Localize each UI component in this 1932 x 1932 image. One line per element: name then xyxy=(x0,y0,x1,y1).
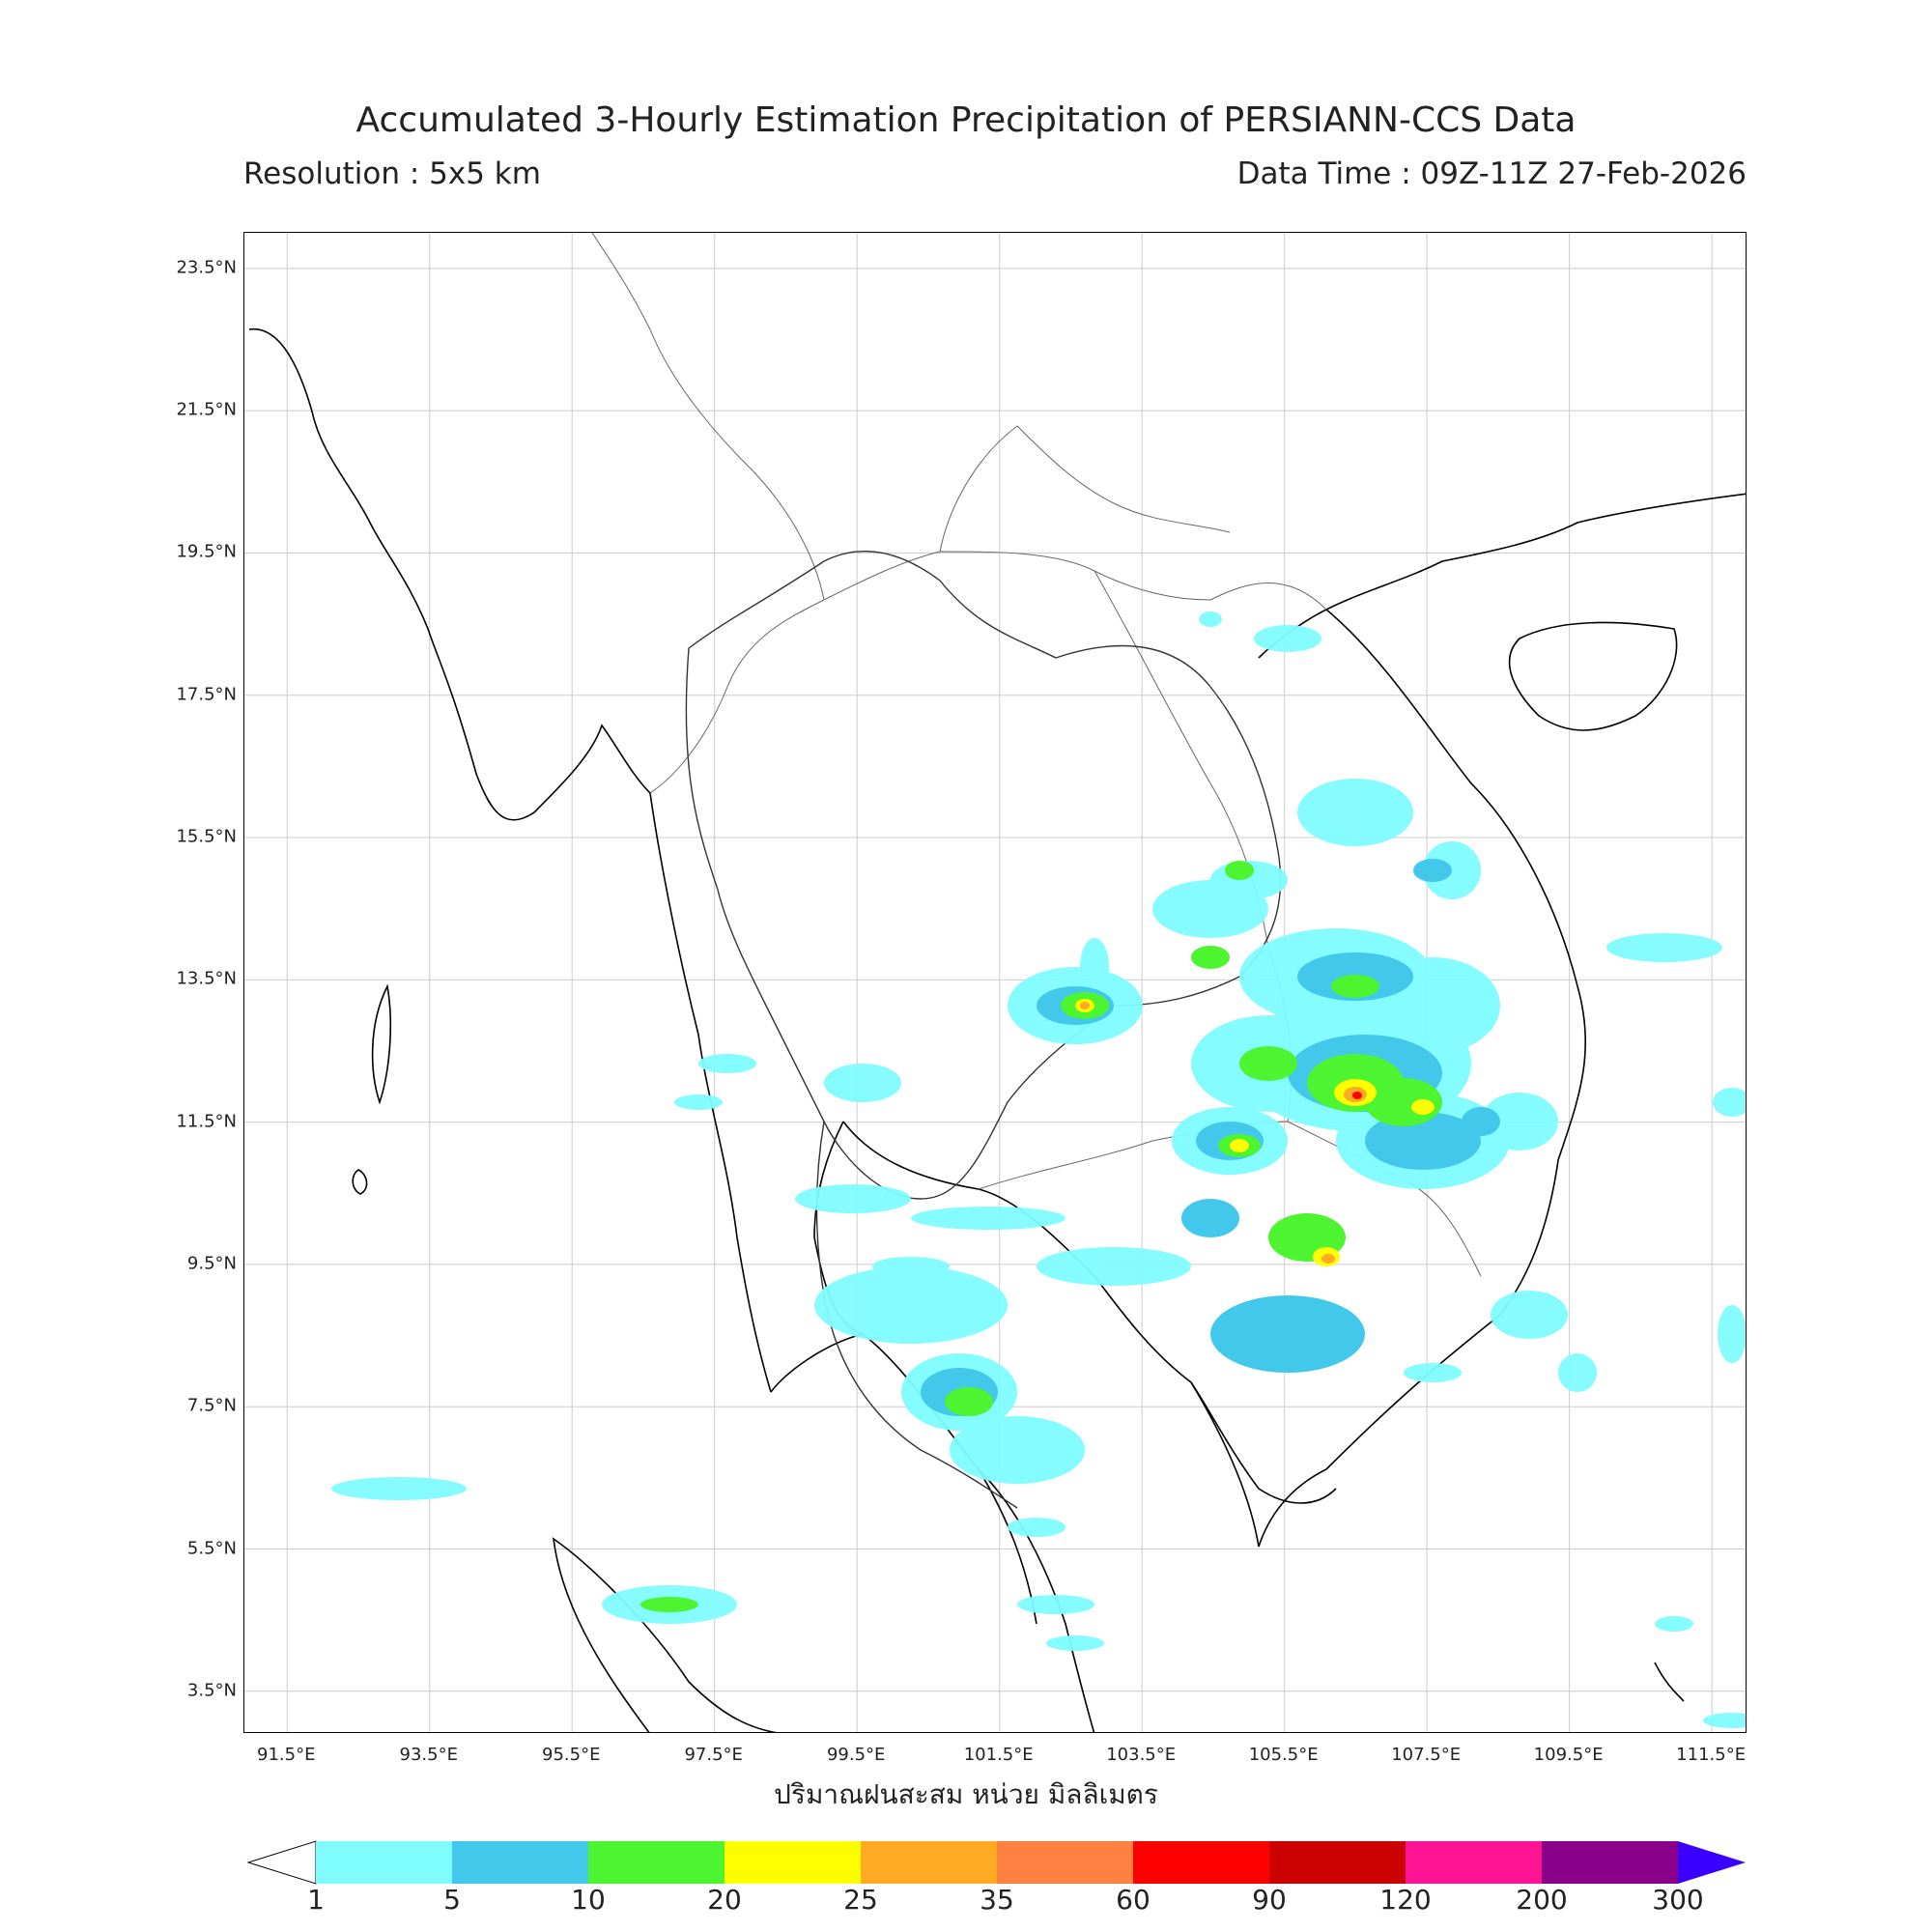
lon-tick-label: 91.5°E xyxy=(257,1745,316,1765)
sumatra-coast xyxy=(552,1537,778,1732)
lat-tick-label: 3.5°N xyxy=(186,1680,237,1701)
colorbar-segment xyxy=(588,1841,724,1884)
colorbar-tick-label: 35 xyxy=(980,1884,1014,1916)
lon-tick-label: 107.5°E xyxy=(1391,1745,1462,1765)
colorbar-segment xyxy=(724,1841,861,1884)
lat-tick-label: 21.5°N xyxy=(176,399,237,420)
colorbar-segment xyxy=(997,1841,1133,1884)
lat-tick-label: 17.5°N xyxy=(176,684,237,705)
lat-tick-label: 7.5°N xyxy=(186,1395,237,1416)
colorbar xyxy=(246,1840,1746,1885)
lon-tick-label: 101.5°E xyxy=(963,1745,1034,1765)
colorbar-tick-label: 10 xyxy=(571,1884,606,1916)
precipitation-layer xyxy=(331,611,1746,1728)
myanmar-coast xyxy=(248,328,651,821)
colorbar-tick-label: 120 xyxy=(1379,1884,1432,1916)
x-axis-label: ปริมาณฝนสะสม หน่วย มิลลิเมตร xyxy=(774,1778,1158,1810)
colorbar-tick-label: 200 xyxy=(1516,1884,1568,1916)
colorbar-extend-low xyxy=(246,1840,317,1885)
graticule xyxy=(244,233,1746,1732)
colorbar-tick-label: 300 xyxy=(1652,1884,1704,1916)
lat-tick-label: 15.5°N xyxy=(176,826,237,847)
colorbar-segment xyxy=(1133,1841,1269,1884)
lon-tick-label: 97.5°E xyxy=(684,1745,743,1765)
colorbar-segment xyxy=(1269,1841,1406,1884)
colorbar-segment xyxy=(452,1841,588,1884)
lat-tick-label: 11.5°N xyxy=(176,1111,237,1132)
lat-tick-label: 5.5°N xyxy=(186,1538,237,1558)
lat-tick-label: 23.5°N xyxy=(176,257,237,278)
hainan-island xyxy=(1508,621,1678,731)
lon-tick-label: 105.5°E xyxy=(1248,1745,1319,1765)
lon-tick-label: 109.5°E xyxy=(1533,1745,1604,1765)
lon-tick-label: 103.5°E xyxy=(1106,1745,1177,1765)
lon-tick-label: 99.5°E xyxy=(826,1745,886,1765)
colorbar-extend-high xyxy=(1678,1841,1746,1884)
colorbar-segment xyxy=(1406,1841,1542,1884)
map-frame xyxy=(243,232,1747,1733)
map-title: Accumulated 3-Hourly Estimation Precipit… xyxy=(355,100,1577,140)
lat-tick-label: 13.5°N xyxy=(176,968,237,989)
colorbar-tick-label: 20 xyxy=(707,1884,742,1916)
resolution-label: Resolution : 5x5 km xyxy=(243,156,541,191)
lon-tick-label: 111.5°E xyxy=(1676,1745,1747,1765)
lat-tick-label: 9.5°N xyxy=(186,1253,237,1274)
coastlines xyxy=(248,328,1746,1732)
colorbar-tick-label: 60 xyxy=(1116,1884,1151,1916)
lat-tick-label: 19.5°N xyxy=(176,541,237,562)
data-time-label: Data Time : 09Z-11Z 27-Feb-2026 xyxy=(1236,156,1747,191)
colorbar-tick-label: 1 xyxy=(307,1884,325,1916)
colorbar-segment xyxy=(1542,1841,1678,1884)
colorbar-segment xyxy=(861,1841,997,1884)
lon-tick-label: 93.5°E xyxy=(399,1745,458,1765)
colorbar-segment xyxy=(316,1841,452,1884)
map-canvas xyxy=(244,233,1746,1732)
colorbar-tick-label: 25 xyxy=(843,1884,878,1916)
lon-tick-label: 95.5°E xyxy=(541,1745,601,1765)
colorbar-tick-label: 90 xyxy=(1252,1884,1287,1916)
colorbar-tick-label: 5 xyxy=(443,1884,461,1916)
